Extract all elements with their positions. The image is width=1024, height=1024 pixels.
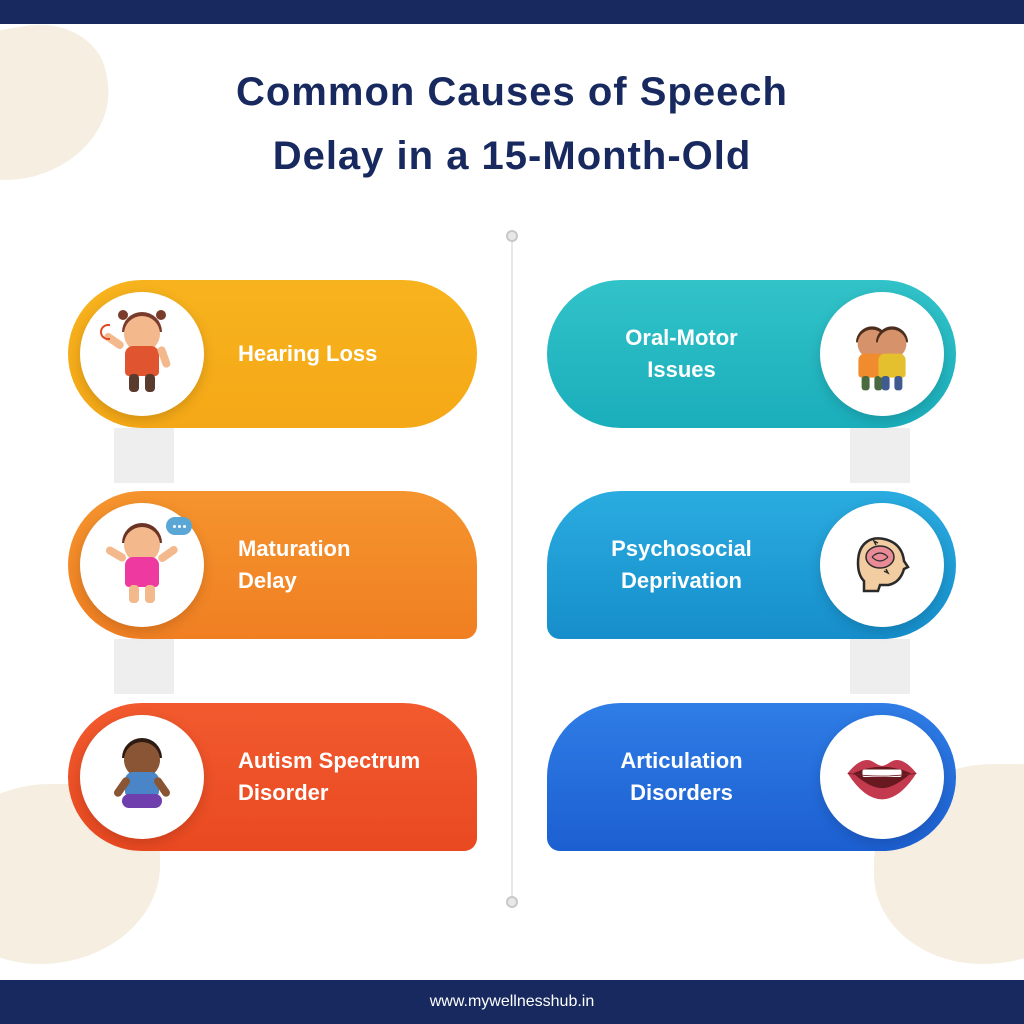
- right-pill-1: Psychosocial Deprivation: [547, 491, 956, 639]
- lips-icon: [820, 715, 944, 839]
- center-dot-top: [506, 230, 518, 242]
- right-label-2: Articulation Disorders: [620, 745, 742, 809]
- footer-url: www.mywellnesshub.in: [430, 993, 595, 1011]
- right-item-2: Articulation Disorders: [547, 703, 956, 914]
- title-line-2: Delay in a 15-Month-Old: [273, 134, 752, 178]
- left-item-0: Hearing Loss: [68, 280, 477, 491]
- title-line-1: Common Causes of Speech: [236, 70, 788, 114]
- left-item-2: Autism Spectrum Disorder: [68, 703, 477, 914]
- left-label-1: Maturation Delay: [238, 533, 350, 597]
- columns-container: Hearing Loss Maturation Delay: [68, 280, 956, 914]
- child-sitting-icon: [80, 715, 204, 839]
- head-brain-icon: [820, 503, 944, 627]
- left-connector-0: [114, 428, 174, 483]
- left-column: Hearing Loss Maturation Delay: [68, 280, 477, 914]
- right-connector-1: [850, 639, 910, 694]
- right-label-0: Oral-Motor Issues: [625, 322, 737, 386]
- bottom-bar: www.mywellnesshub.in: [0, 980, 1024, 1024]
- right-pill-2: Articulation Disorders: [547, 703, 956, 851]
- right-label-1: Psychosocial Deprivation: [611, 533, 752, 597]
- child-speech-bubble-icon: [80, 503, 204, 627]
- child-hearing-icon: [80, 292, 204, 416]
- left-pill-0: Hearing Loss: [68, 280, 477, 428]
- right-connector-0: [850, 428, 910, 483]
- page-title: Common Causes of Speech Delay in a 15-Mo…: [0, 60, 1024, 188]
- right-item-1: Psychosocial Deprivation: [547, 491, 956, 702]
- left-label-2: Autism Spectrum Disorder: [238, 745, 420, 809]
- two-children-icon: [820, 292, 944, 416]
- right-column: Oral-Motor Issues Psychosocial Deprivati…: [547, 280, 956, 914]
- right-item-0: Oral-Motor Issues: [547, 280, 956, 491]
- left-connector-1: [114, 639, 174, 694]
- left-item-1: Maturation Delay: [68, 491, 477, 702]
- left-pill-1: Maturation Delay: [68, 491, 477, 639]
- left-label-0: Hearing Loss: [238, 338, 377, 370]
- left-pill-2: Autism Spectrum Disorder: [68, 703, 477, 851]
- top-bar: [0, 0, 1024, 24]
- right-pill-0: Oral-Motor Issues: [547, 280, 956, 428]
